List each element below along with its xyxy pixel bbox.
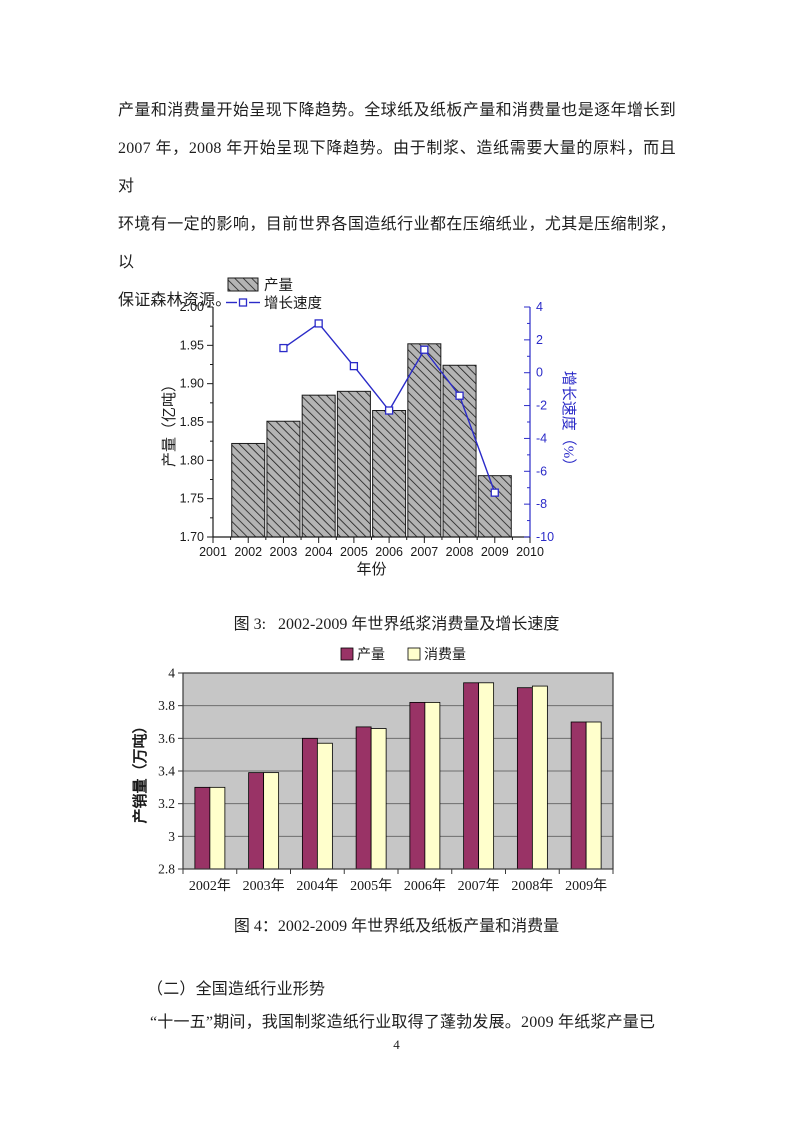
svg-text:年份: 年份: [356, 561, 386, 578]
svg-text:2003年: 2003年: [243, 878, 285, 894]
svg-text:-4: -4: [536, 431, 547, 445]
svg-text:1.85: 1.85: [180, 415, 204, 429]
svg-text:增长速度（%）: 增长速度（%）: [560, 371, 577, 474]
svg-text:2002年: 2002年: [189, 878, 231, 894]
svg-text:1.95: 1.95: [180, 338, 204, 352]
svg-text:2007: 2007: [410, 545, 438, 559]
svg-text:消费量: 消费量: [424, 647, 466, 663]
svg-text:产销量（万吨）: 产销量（万吨）: [131, 718, 149, 823]
svg-text:2007年: 2007年: [458, 878, 500, 894]
svg-text:4: 4: [168, 666, 175, 681]
svg-text:产量: 产量: [357, 647, 385, 663]
svg-text:2005: 2005: [340, 545, 368, 559]
intro-paragraph: 产量和消费量开始呈现下降趋势。全球纸及纸板产量和消费量也是逐年增长到 2007 …: [118, 92, 676, 320]
svg-text:3.2: 3.2: [158, 796, 175, 811]
svg-text:1.90: 1.90: [180, 377, 204, 391]
figure3: 2.00 1.95 1.90 1.85 1.80 1.75 1.70 4 2 0 -2 -4 -6 -8 -…: [150, 262, 580, 587]
svg-text:-8: -8: [536, 497, 547, 511]
section-heading: （二）全国造纸行业形势: [147, 981, 326, 998]
paragraph-line: 环境有一定的影响，目前世界各国造纸行业都在压缩纸业，尤其是压缩制浆，以: [118, 216, 676, 271]
figure4-chart-svg: 4 3.8 3.6 3.4 3.2 3 2.8 2002年 2003年 2004年 2005年 200…: [131, 647, 614, 894]
svg-text:产量: 产量: [264, 277, 293, 294]
svg-text:2010: 2010: [516, 545, 544, 559]
figure4-caption: 图 4：2002-2009 年世界纸及纸板产量和消费量: [233, 918, 560, 935]
svg-text:3.8: 3.8: [158, 698, 175, 713]
svg-text:2003: 2003: [270, 545, 298, 559]
svg-text:3: 3: [168, 829, 175, 844]
svg-text:2009年: 2009年: [565, 878, 607, 894]
svg-text:2006: 2006: [375, 545, 403, 559]
figure3-chart-svg: 2.00 1.95 1.90 1.85 1.80 1.75 1.70 4 2 0 -2 -4 -6 -8 -…: [161, 277, 577, 578]
svg-text:2004年: 2004年: [296, 878, 338, 894]
svg-text:3.4: 3.4: [158, 764, 175, 779]
svg-text:2: 2: [536, 333, 543, 347]
svg-text:2001: 2001: [199, 545, 227, 559]
svg-text:2.00: 2.00: [180, 300, 204, 314]
svg-text:-10: -10: [536, 530, 554, 544]
svg-text:-2: -2: [536, 399, 547, 413]
svg-text:2004: 2004: [305, 545, 333, 559]
svg-text:-6: -6: [536, 464, 547, 478]
svg-text:2005年: 2005年: [350, 878, 392, 894]
page-number: 4: [393, 1037, 400, 1052]
svg-text:2008: 2008: [446, 545, 474, 559]
svg-text:2008年: 2008年: [511, 878, 553, 894]
svg-text:产量（亿吨）: 产量（亿吨）: [161, 377, 178, 467]
figure4: 4 3.8 3.6 3.4 3.2 3 2.8 2002年 2003年 2004年 2005年 200…: [130, 640, 640, 907]
paragraph-line: 产量和消费量开始呈现下降趋势。全球纸及纸板产量和消费量也是逐年增长到: [118, 102, 676, 119]
svg-text:4: 4: [536, 300, 543, 314]
svg-text:增长速度: 增长速度: [264, 295, 322, 312]
svg-text:2009: 2009: [481, 545, 509, 559]
svg-text:3.6: 3.6: [158, 731, 175, 746]
svg-text:2006年: 2006年: [404, 878, 446, 894]
body-paragraph-line: “十一五”期间，我国制浆造纸行业取得了蓬勃发展。2009 年纸浆产量已: [150, 1014, 656, 1031]
svg-text:2.8: 2.8: [158, 862, 175, 877]
paragraph-line: 保证森林资源。: [118, 292, 232, 309]
svg-text:0: 0: [536, 366, 543, 380]
figure3-caption: 图 3: 2002-2009 年世界纸浆消费量及增长速度: [233, 616, 560, 633]
svg-text:1.80: 1.80: [180, 453, 204, 467]
paragraph-line: 2007 年，2008 年开始呈现下降趋势。由于制浆、造纸需要大量的原料，而且对: [118, 140, 676, 195]
svg-text:1.70: 1.70: [180, 530, 204, 544]
svg-text:1.75: 1.75: [180, 492, 204, 506]
svg-text:2002: 2002: [234, 545, 262, 559]
